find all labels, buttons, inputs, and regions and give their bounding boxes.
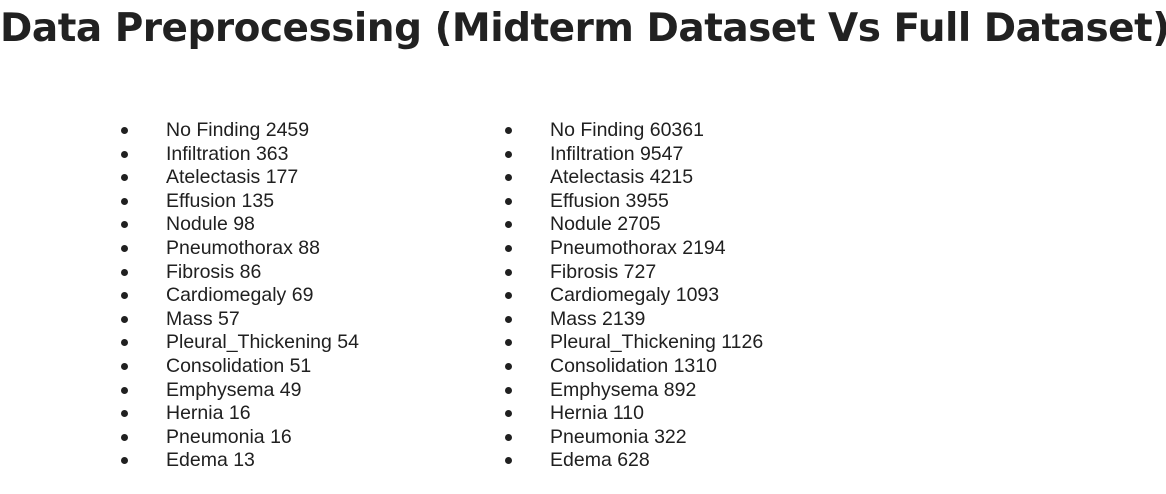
slide-title: Data Preprocessing (Midterm Dataset Vs F… — [0, 6, 1166, 51]
bullet-icon — [505, 197, 512, 205]
midterm-list-item-text: Atelectasis 177 — [166, 166, 299, 189]
midterm-list-item-text: Hernia 16 — [166, 402, 251, 425]
bullet-icon — [121, 433, 128, 441]
midterm-list-item-text: Pleural_Thickening 54 — [166, 331, 359, 354]
full-list-item-text: Edema 628 — [550, 449, 650, 472]
bullet-icon — [505, 268, 512, 276]
bullet-icon — [505, 292, 512, 300]
midterm-list-item-text: Consolidation 51 — [166, 354, 312, 377]
bullet-icon — [505, 127, 512, 134]
bullet-icon — [505, 339, 512, 347]
full-list-item-text: Cardiomegaly 1093 — [550, 284, 720, 307]
full-list-item-text: Effusion 3955 — [550, 189, 669, 212]
bullet-icon — [121, 457, 128, 465]
bullet-icon — [121, 221, 128, 229]
bullet-icon — [121, 362, 128, 370]
midterm-list-item-text: Pneumonia 16 — [166, 425, 292, 448]
bullet-icon — [121, 127, 128, 134]
bullet-icon — [121, 410, 128, 418]
bullet-icon — [505, 150, 512, 158]
bullet-icon — [505, 315, 512, 323]
full-list-item-text: Pneumonia 322 — [550, 425, 687, 448]
midterm-list-item-text: No Finding 2459 — [166, 119, 310, 141]
midterm-list-item-text: Effusion 135 — [166, 189, 275, 212]
bullet-icon — [121, 244, 128, 252]
full-list-item-text: Infiltration 9547 — [550, 142, 684, 165]
bullet-icon — [505, 362, 512, 370]
full-list-item-text: Atelectasis 4215 — [550, 166, 694, 189]
full-list-item-text: Mass 2139 — [550, 307, 646, 330]
bullet-icon — [121, 174, 128, 182]
bullet-icon — [505, 410, 512, 418]
bullet-icon — [505, 386, 512, 394]
midterm-list-item-text: Edema 13 — [166, 449, 255, 472]
midterm-list-item-text: Emphysema 49 — [166, 378, 302, 401]
full-list-item-text: Pneumothorax 2194 — [550, 236, 726, 259]
full-list-item-text: No Finding 60361 — [550, 119, 704, 141]
bullet-icon — [121, 197, 128, 205]
bullet-icon — [121, 150, 128, 158]
midterm-list-item-text: Infiltration 363 — [166, 142, 289, 165]
midterm-list-item-text: Mass 57 — [166, 307, 240, 330]
midterm-list-item-text: Cardiomegaly 69 — [166, 284, 314, 307]
bullet-icon — [505, 433, 512, 441]
full-list-item-text: Hernia 110 — [550, 402, 644, 425]
midterm-list-item-text: Nodule 98 — [166, 213, 255, 236]
bullet-icon — [121, 386, 128, 394]
full-list-item-text: Nodule 2705 — [550, 213, 661, 236]
bullet-icon — [121, 315, 128, 323]
midterm-list-item-text: Pneumothorax 88 — [166, 236, 320, 259]
full-list-item-text: Consolidation 1310 — [550, 354, 717, 377]
full-list-item-text: Fibrosis 727 — [550, 260, 657, 283]
full-list-item-text: Emphysema 892 — [550, 378, 697, 401]
midterm-list-item-text: Fibrosis 86 — [166, 260, 262, 283]
bullet-icon — [505, 457, 512, 465]
bullet-icon — [121, 268, 128, 276]
full-list-item-text: Pleural_Thickening 1126 — [550, 331, 764, 354]
bullet-icon — [505, 221, 512, 229]
bullet-icon — [121, 292, 128, 300]
bullet-icon — [505, 174, 512, 182]
bullet-icon — [505, 244, 512, 252]
bullet-icon — [121, 339, 128, 347]
